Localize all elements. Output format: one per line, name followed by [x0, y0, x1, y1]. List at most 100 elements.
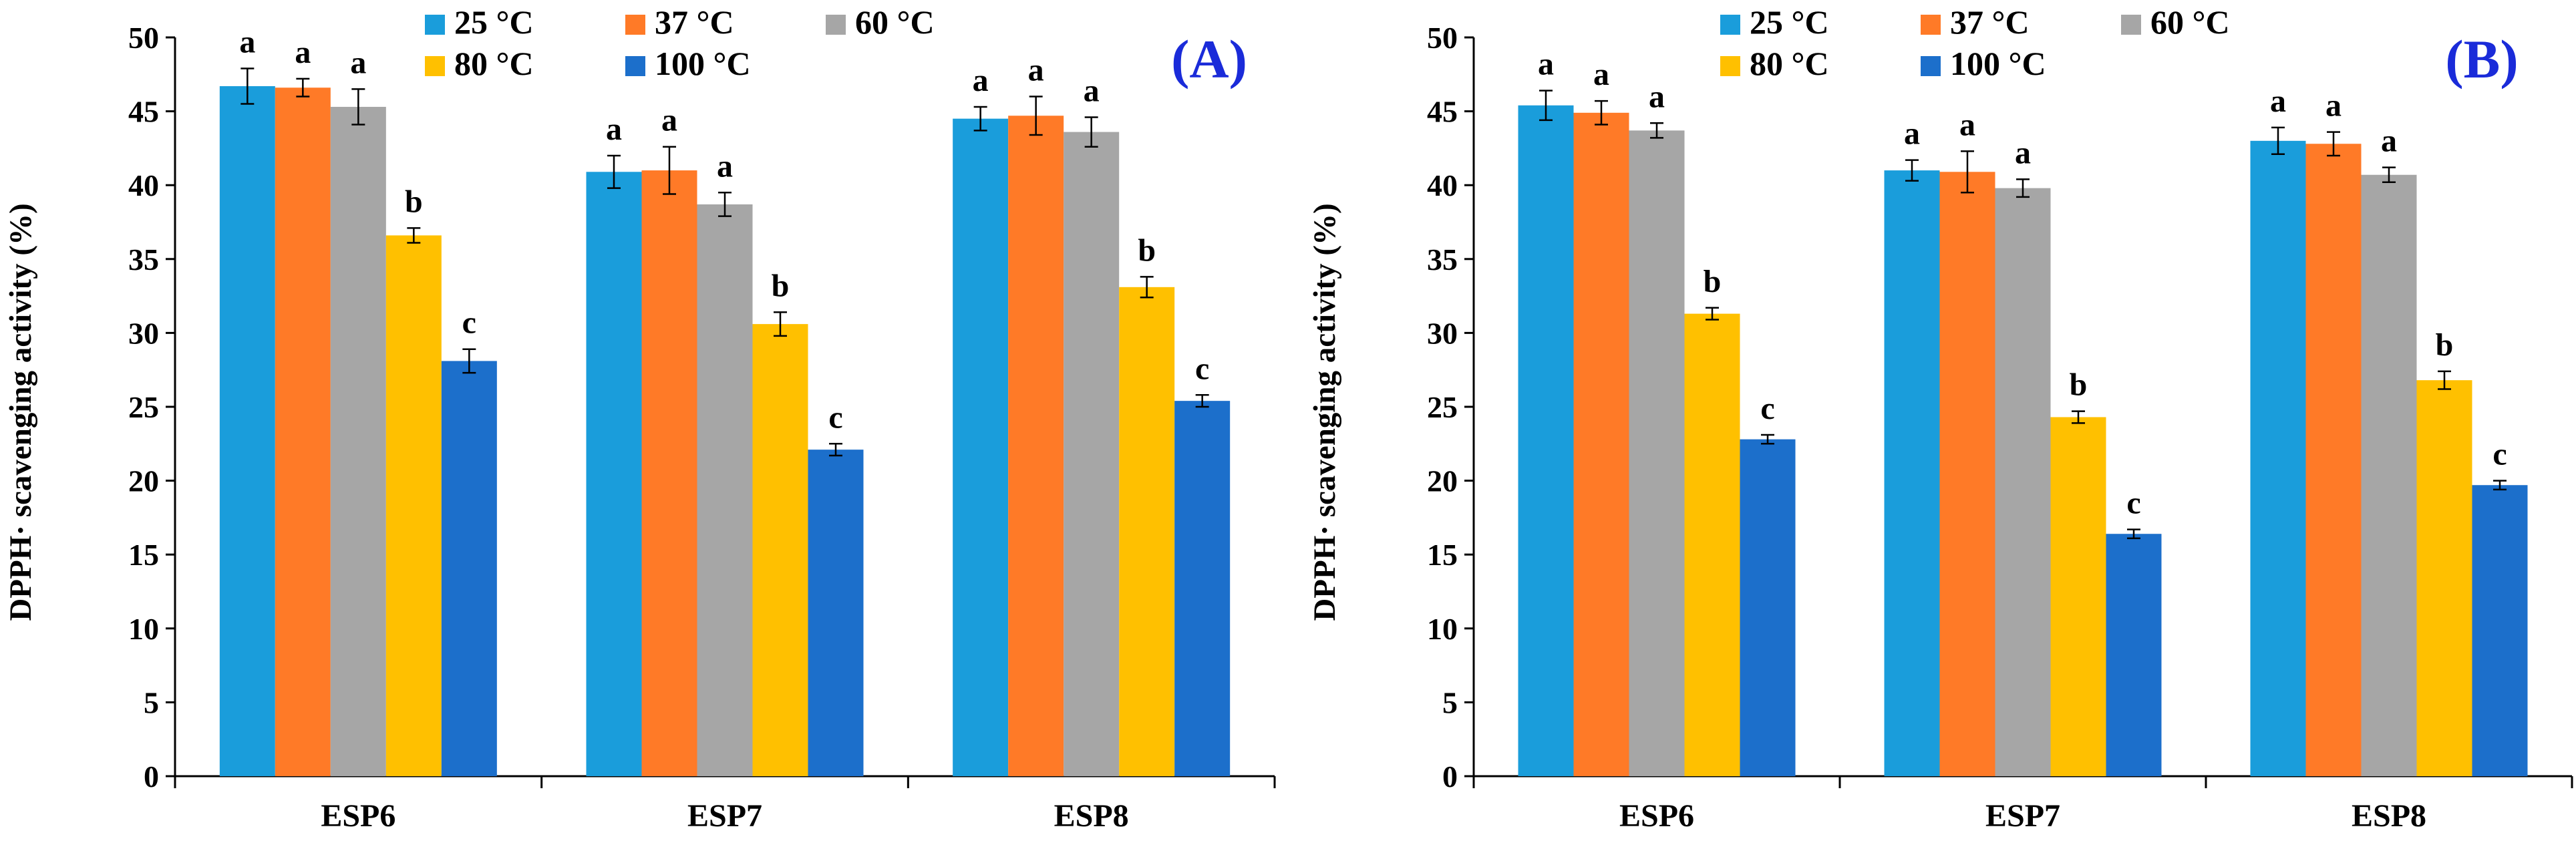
panel-b-bar-esp6-s4	[1684, 313, 1740, 776]
panel-a-significance-letter: a	[973, 63, 989, 98]
panel-b-significance-letter: a	[1593, 57, 1609, 92]
panel-b-y-axis-title: DPPH· scavenging activity (%)	[1307, 203, 1342, 621]
panel-a-legend-label: 100 °C	[655, 45, 751, 82]
panel-a-significance-letter: b	[405, 184, 423, 219]
panel-b-significance-letter: c	[2126, 486, 2140, 521]
panel-b-significance-letter: a	[2270, 83, 2286, 119]
panel-b-bar-esp7-s1	[1884, 170, 1940, 776]
panel-b-bar-esp8-s4	[2416, 380, 2472, 776]
panel-a-y-tick-label: 50	[128, 21, 159, 55]
panel-b-legend: 25 °C 37 °C 60 °C 80 °C 100 °C	[1720, 3, 2230, 82]
panel-a-plot: 0 5 10 15 20 25 30 35 40 45 50 a a a b c ESP6 a a a b c ESP7 a a…	[128, 3, 1276, 834]
panel-a-y-tick-label: 30	[128, 316, 159, 350]
panel-b-significance-letter: a	[1959, 107, 1975, 142]
panel-a-legend-swatch	[826, 15, 846, 35]
panel-a-legend-swatch	[625, 56, 645, 76]
panel-a-significance-letter: c	[828, 399, 842, 435]
panel-a-y-tick-label: 20	[128, 464, 159, 498]
panel-a-bar-esp8-s2	[1008, 116, 1064, 777]
panel-b-x-tick-label: ESP8	[2352, 798, 2426, 834]
panel-b-significance-letter: b	[1704, 264, 1722, 299]
panel-b-bar-esp8-s2	[2305, 144, 2362, 776]
panel-a-y-tick-label: 0	[144, 759, 159, 794]
panel-b-legend-label: 60 °C	[2150, 3, 2230, 41]
panel-b-y-tick-label: 40	[1427, 168, 1458, 202]
panel-b-bar-esp6-s3	[1629, 130, 1685, 776]
panel-b-legend-label: 25 °C	[1750, 3, 1829, 41]
panel-b-significance-letter: a	[2015, 135, 2031, 170]
panel-a-bar-esp8-s3	[1064, 132, 1120, 776]
panel-a-bar-esp7-s3	[697, 204, 753, 776]
panel-a-significance-letter: a	[717, 148, 733, 184]
panel-a-legend-swatch	[425, 15, 445, 35]
panel-a-significance-letter: a	[606, 112, 622, 147]
panel-b-y-tick-label: 20	[1427, 464, 1458, 498]
panel-b-x-tick-label: ESP6	[1619, 798, 1694, 834]
panel-a-bar-esp7-s2	[641, 170, 697, 776]
panel-b-legend-label: 100 °C	[1950, 45, 2046, 82]
panel-b-y-tick-label: 35	[1427, 242, 1458, 277]
panel-a-significance-letter: b	[772, 268, 790, 303]
panel-a-bar-esp8-s4	[1119, 287, 1175, 776]
panel-a-bar-esp7-s1	[586, 172, 642, 776]
panel-a-y-tick-label: 10	[128, 612, 159, 646]
panel-a-y-tick-label: 15	[128, 538, 159, 572]
panel-a-significance-letter: a	[239, 24, 255, 59]
panel-a-bar-esp7-s5	[808, 450, 864, 776]
panel-b-legend-swatch	[2121, 15, 2141, 35]
panel-b-y-tick-label: 50	[1427, 21, 1458, 55]
panel-b-y-tick-label: 30	[1427, 316, 1458, 350]
panel-b-bar-esp6-s5	[1740, 439, 1796, 776]
panel-b-bar-esp7-s5	[2106, 534, 2162, 776]
panel-b-bar-esp6-s1	[1518, 105, 1574, 776]
panel-b-significance-letter: c	[1760, 391, 1774, 426]
panel-a-legend: 25 °C 37 °C 60 °C 80 °C 100 °C	[425, 3, 935, 82]
panel-a-bar-esp6-s1	[219, 86, 275, 777]
panel-a-legend-swatch	[425, 56, 445, 76]
panel-a-x-tick-label: ESP6	[321, 798, 395, 834]
panel-a-significance-letter: a	[1028, 52, 1044, 88]
panel-b-y-tick-label: 25	[1427, 390, 1458, 424]
panel-b-significance-letter: c	[2492, 437, 2507, 472]
panel-b-significance-letter: a	[1538, 47, 1554, 82]
panel-a-significance-letter: b	[1138, 232, 1156, 268]
panel-a-y-tick-label: 35	[128, 242, 159, 277]
panel-a-bar-esp6-s5	[441, 361, 497, 776]
panel-b-y-tick-label: 5	[1442, 685, 1458, 719]
panel-a-y-tick-label: 45	[128, 95, 159, 129]
panel-a-bar-esp7-s4	[752, 324, 808, 776]
panel-b-significance-letter: a	[2325, 88, 2342, 124]
panel-b-x-tick-label: ESP7	[1985, 798, 2060, 834]
panel-b-legend-swatch	[1720, 56, 1740, 76]
panel-b-bar-esp7-s4	[2050, 417, 2106, 776]
panel-b-significance-letter: a	[1649, 79, 1665, 114]
panel-b-significance-letter: b	[2436, 327, 2454, 363]
panel-b-y-tick-label: 45	[1427, 95, 1458, 129]
panel-a-significance-letter: a	[661, 103, 677, 138]
panel-b-plot: 0 5 10 15 20 25 30 35 40 45 50 a a a b c ESP6 a a a b c ESP7 a a…	[1427, 3, 2573, 834]
panel-b-legend-swatch	[1921, 15, 1941, 35]
panel-b-bar-esp8-s5	[2472, 485, 2528, 776]
panel-b-legend-swatch	[1921, 56, 1941, 76]
panel-b-y-tick-label: 15	[1427, 538, 1458, 572]
panel-b-legend-label: 37 °C	[1950, 3, 2030, 41]
panel-a-y-tick-label: 40	[128, 168, 159, 202]
panel-b-bar-esp8-s1	[2250, 140, 2306, 777]
panel-b-significance-letter: a	[1904, 116, 1920, 152]
panel-a-bar-esp6-s2	[275, 88, 331, 776]
panel-a-significance-letter: a	[1084, 73, 1100, 108]
panel-a-bar-esp6-s4	[385, 235, 442, 777]
panel-b-y-tick-label: 0	[1442, 759, 1458, 794]
panel-a-bar-esp6-s3	[330, 106, 386, 777]
panel-a-legend-label: 80 °C	[454, 45, 534, 82]
panel-a-legend-label: 25 °C	[454, 3, 534, 41]
panel-a-x-tick-label: ESP7	[687, 798, 762, 834]
panel-a-significance-letter: a	[350, 45, 366, 80]
panel-a-bar-esp8-s1	[953, 118, 1009, 776]
panel-b-label: (B)	[2445, 29, 2518, 90]
panel-b-significance-letter: b	[2070, 367, 2088, 403]
panel-a-legend-swatch	[625, 15, 645, 35]
panel-a-significance-letter: c	[1195, 351, 1209, 386]
